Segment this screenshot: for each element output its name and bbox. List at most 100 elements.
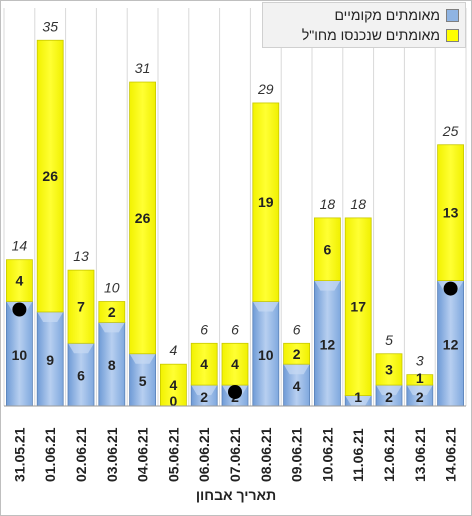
label-abroad: 17 (350, 299, 366, 315)
gridlines (3, 8, 467, 406)
label-local: 12 (443, 336, 459, 352)
legend-label-abroad: מאומתים שנכנסו מחו"ל (301, 27, 440, 43)
marker-dot (443, 281, 458, 296)
bar-local-bevel (345, 395, 372, 406)
label-abroad: 2 (108, 304, 116, 320)
label-local: 10 (12, 347, 28, 363)
bar-abroad (406, 374, 434, 386)
label-abroad: 7 (77, 299, 85, 315)
bar-local-bevel (314, 280, 341, 291)
bar-local-bevel (129, 353, 156, 364)
label-total: 25 (442, 123, 459, 139)
label-total: 4 (170, 342, 178, 358)
label-abroad: 26 (135, 210, 151, 226)
bar-abroad (437, 144, 465, 282)
label-local: 12 (320, 336, 336, 352)
label-total: 13 (73, 248, 89, 264)
x-tick-label: 11.06.21 (350, 428, 366, 482)
label-abroad: 2 (293, 346, 301, 362)
label-local: 2 (416, 389, 424, 405)
legend-label-local: מאומתים מקומיים (334, 7, 440, 23)
legend: מאומתים מקומיים מאומתים שנכנסו מחו"ל (262, 2, 466, 48)
bar-local-bevel (98, 322, 125, 333)
bar-local-bevel (283, 364, 310, 375)
label-total: 35 (42, 18, 58, 34)
label-local: 8 (108, 357, 116, 373)
label-abroad: 19 (258, 194, 274, 210)
bar-abroad (190, 342, 218, 386)
bar-abroad (98, 301, 126, 323)
label-total: 6 (200, 321, 208, 337)
label-total: 5 (385, 332, 393, 348)
label-total: 29 (257, 81, 274, 97)
bar-abroad (375, 353, 403, 386)
x-tick-label: 14.06.21 (443, 427, 459, 482)
bar-abroad (283, 342, 311, 365)
bar-local (313, 280, 341, 407)
legend-item-local: מאומתים מקומיים (334, 7, 459, 23)
x-tick-label: 31.05.21 (11, 427, 27, 482)
bar-abroad (159, 363, 187, 407)
label-total: 14 (12, 238, 28, 254)
x-axis-title: תאריך אבחון (196, 487, 276, 503)
label-local: 0 (170, 393, 178, 409)
legend-item-abroad: מאומתים שנכנסו מחו"ל (302, 27, 459, 43)
label-local: 9 (46, 352, 54, 368)
bar-abroad (36, 39, 64, 313)
bar-abroad (129, 81, 157, 355)
x-tick-label: 02.06.21 (73, 427, 89, 482)
label-total: 18 (320, 196, 336, 212)
label-local: 5 (139, 373, 147, 389)
legend-swatch-local (446, 8, 459, 22)
label-abroad: 4 (170, 377, 178, 393)
label-abroad: 13 (443, 205, 459, 221)
bar-local-bevel (68, 343, 94, 354)
bar-abroad (67, 269, 95, 344)
label-local: 1 (354, 389, 362, 405)
bar-local-bevel (252, 301, 279, 312)
bar-local-bevel (406, 385, 433, 396)
x-tick-label: 07.06.21 (227, 427, 243, 482)
bar-abroad (344, 217, 372, 396)
label-abroad: 4 (200, 356, 208, 372)
bar-local-bevel (37, 311, 64, 322)
label-total: 18 (350, 196, 366, 212)
x-tick-label: 04.06.21 (135, 427, 151, 482)
label-local: 10 (258, 347, 274, 363)
label-total: 3 (416, 353, 424, 369)
x-tick-label: 03.06.21 (104, 427, 120, 482)
x-tick-label: 12.06.21 (381, 427, 397, 482)
label-local: 2 (200, 389, 208, 405)
legend-swatch-abroad (446, 28, 459, 42)
bar-abroad (6, 259, 33, 302)
label-local: 2 (385, 389, 393, 405)
bar-abroad (252, 102, 280, 302)
data-labels: 1041492635671382105263104424624610192942… (12, 18, 459, 409)
marker-dot (12, 302, 27, 317)
bar-abroad (313, 217, 341, 281)
marker-dot (228, 385, 242, 399)
label-total: 6 (231, 321, 239, 337)
label-local: 4 (293, 378, 301, 394)
label-abroad: 6 (324, 241, 332, 257)
label-abroad: 4 (16, 273, 24, 289)
x-tick-label: 08.06.21 (258, 427, 274, 482)
x-tick-label: 06.06.21 (196, 427, 212, 482)
x-tick-label: 10.06.21 (319, 427, 335, 482)
label-abroad: 4 (231, 356, 239, 372)
bar-local-bevel (191, 385, 218, 396)
label-abroad: 26 (42, 168, 58, 184)
x-tick-label: 09.06.21 (289, 427, 305, 482)
label-total: 31 (135, 60, 151, 76)
bar-local (252, 301, 280, 407)
bar-abroad (221, 342, 249, 386)
label-total: 10 (104, 280, 120, 296)
bar-local-bevel (376, 385, 402, 396)
label-total: 6 (293, 321, 301, 337)
x-tick-labels: 31.05.21 01.06.21 02.06.21 03.06.21 04.06.21… (11, 427, 458, 482)
bar-local (98, 321, 126, 407)
bar-local (36, 311, 64, 407)
x-tick-label: 01.06.21 (42, 427, 58, 482)
